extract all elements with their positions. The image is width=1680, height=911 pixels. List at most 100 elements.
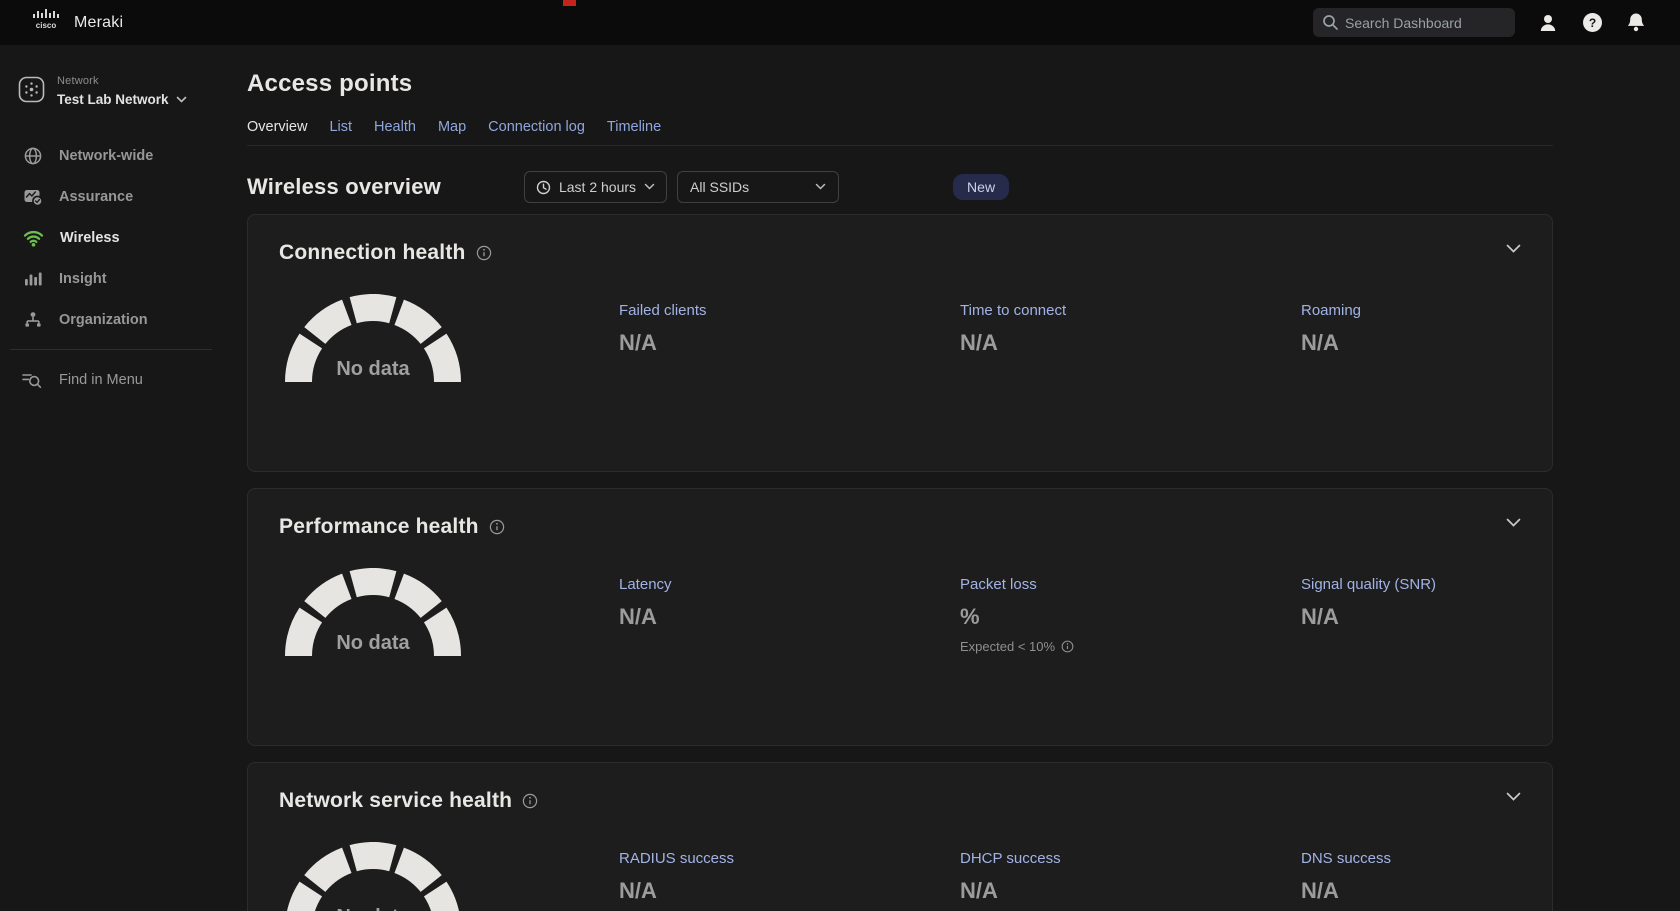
collapse-chevron-icon[interactable] [1505,791,1522,803]
metric-failed-clients: Failed clients N/A [619,302,919,356]
tabs-divider [247,145,1553,146]
brand[interactable]: cisco Meraki [32,8,123,38]
notifications-bell-icon[interactable] [1625,12,1647,34]
metric-label[interactable]: Roaming [1301,302,1362,319]
card-performance-health: Performance health No data Latency N/A P… [247,488,1553,746]
info-icon[interactable] [522,793,538,809]
metric-signal-quality: Signal quality (SNR) N/A [1301,576,1601,630]
metric-time-to-connect: Time to connect N/A [960,302,1260,356]
page-title: Access points [247,70,413,97]
sidebar-divider [10,349,212,350]
new-badge: New [953,174,1010,200]
gauge-label: No data [336,358,410,380]
sidebar-item-label: Network-wide [59,147,154,164]
metric-latency: Latency N/A [619,576,919,630]
metric-value: N/A [1301,878,1339,903]
find-in-menu-label: Find in Menu [59,371,143,388]
gauge-no-data: No data [285,294,461,383]
info-icon[interactable] [1061,640,1074,653]
search-input[interactable] [1313,8,1515,37]
chevron-down-icon [176,96,186,103]
gauge-arc [285,294,461,383]
dashboard-search[interactable] [1313,8,1515,37]
topbar: cisco Meraki ? [0,0,1680,45]
bar-chart-icon [23,269,43,289]
network-kicker-label: Network [57,75,99,87]
card-network-service-health: Network service health No data RADIUS su… [247,762,1553,911]
main-content: Access points Overview List Health Map C… [247,45,1553,911]
sidebar-item-assurance[interactable]: Assurance [0,176,213,217]
metric-dns-success: DNS success N/A [1301,850,1601,904]
sidebar-nav: Network-wide Assurance [0,135,213,340]
card-title: Connection health [279,241,466,264]
card-title: Network service health [279,789,513,812]
svg-text:cisco: cisco [36,21,57,30]
find-in-menu-icon [21,370,43,390]
time-range-dropdown[interactable]: Last 2 hours [523,171,668,203]
sidebar-item-network-wide[interactable]: Network-wide [0,135,213,176]
sidebar-item-label: Insight [59,270,107,287]
search-icon [1322,14,1339,31]
metric-subtext: Expected < 10% [960,639,1260,654]
collapse-chevron-icon[interactable] [1505,517,1522,529]
page-tabs: Overview List Health Map Connection log … [247,117,1553,137]
tab-overview[interactable]: Overview [247,119,308,135]
metric-label[interactable]: Packet loss [960,576,1037,593]
sidebar-item-wireless[interactable]: Wireless [0,217,213,258]
gauge-arc [285,842,461,911]
sidebar-item-label: Organization [59,311,148,328]
sidebar-item-label: Wireless [60,229,120,246]
clock-icon [536,180,551,194]
collapse-chevron-icon[interactable] [1505,243,1522,255]
metric-roaming: Roaming N/A [1301,302,1601,356]
metric-value: N/A [960,878,998,903]
find-in-menu[interactable]: Find in Menu [0,359,213,400]
sidebar-item-organization[interactable]: Organization [0,299,213,340]
metric-label[interactable]: Signal quality (SNR) [1301,576,1437,593]
org-tree-icon [23,310,43,330]
metric-dhcp-success: DHCP success N/A [960,850,1260,904]
metric-label[interactable]: Failed clients [619,302,707,319]
metric-label[interactable]: Time to connect [960,302,1067,319]
wifi-icon [23,229,44,247]
gauge-no-data: No data [285,568,461,657]
metric-value: N/A [619,330,657,355]
card-connection-health: Connection health No data Failed clients… [247,214,1553,472]
user-account-icon[interactable] [1537,12,1559,34]
help-icon[interactable]: ? [1581,12,1603,34]
section-title: Wireless overview [247,174,441,199]
info-icon[interactable] [489,519,505,535]
metric-value: N/A [1301,330,1339,355]
tab-connection-log[interactable]: Connection log [488,119,585,135]
tab-health[interactable]: Health [374,119,416,135]
card-title: Performance health [279,515,479,538]
sidebar-item-label: Assurance [59,188,134,205]
sidebar-item-insight[interactable]: Insight [0,258,213,299]
metric-value: N/A [619,878,657,903]
metric-packet-loss: Packet loss % Expected < 10% [960,576,1260,654]
metric-value: % [960,604,980,629]
time-range-value: Last 2 hours [558,179,637,195]
network-icon [18,76,45,103]
metric-label[interactable]: Latency [619,576,672,593]
gauge-label: No data [336,632,410,654]
ssid-filter-value: All SSIDs [690,179,750,195]
metric-value: N/A [1301,604,1339,629]
gauge-arc [285,568,461,657]
metric-label[interactable]: DNS success [1301,850,1392,867]
svg-text:?: ? [1588,16,1595,30]
brand-name: Meraki [74,13,124,31]
metric-value: N/A [960,330,998,355]
tab-timeline[interactable]: Timeline [606,119,662,135]
tab-list[interactable]: List [329,119,353,135]
globe-icon [23,146,43,166]
tab-map[interactable]: Map [437,119,467,135]
chevron-down-icon [644,183,655,190]
metric-label[interactable]: DHCP success [960,850,1061,867]
network-selector[interactable]: Network Test Lab Network [0,71,213,107]
ssid-filter-dropdown[interactable]: All SSIDs [677,171,840,203]
metric-label[interactable]: RADIUS success [619,850,735,867]
cisco-logo-icon: cisco [32,8,64,30]
info-icon[interactable] [476,245,492,261]
network-name: Test Lab Network [57,92,169,107]
